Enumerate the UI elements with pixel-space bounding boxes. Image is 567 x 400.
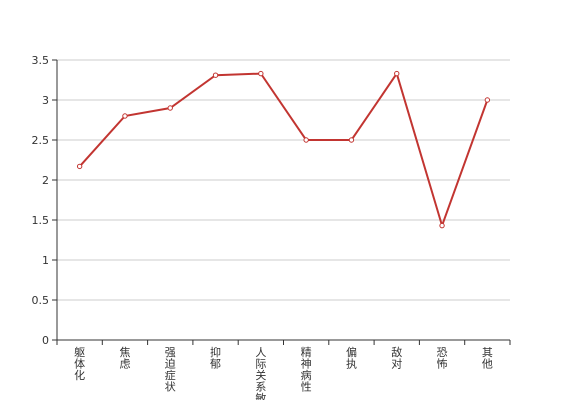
point <box>258 70 264 77</box>
y-tick-label: 1 <box>42 254 49 267</box>
x-tick-label: 其他 <box>482 346 493 371</box>
x-tick-label: 焦虑 <box>119 346 130 371</box>
x-tick-label: 恐怖 <box>437 346 448 371</box>
x-tick-label: 敌对 <box>391 345 402 371</box>
y-tick-label: 3 <box>42 94 49 107</box>
y-tick-label: 0.5 <box>32 294 50 307</box>
point <box>348 137 355 143</box>
point <box>76 163 83 170</box>
point <box>484 97 491 103</box>
point <box>394 70 400 77</box>
line <box>78 71 489 229</box>
y-tick-label: 2 <box>42 174 49 187</box>
point <box>167 105 173 111</box>
y-tick-label: 2.5 <box>32 134 50 147</box>
x-tick-label: 强迫症状 <box>165 346 176 394</box>
x-tick-label: 偏执 <box>346 345 357 371</box>
x-tick-label: 人际关系敏感 <box>255 346 266 400</box>
y-tick-label: 0 <box>42 334 49 347</box>
point <box>122 113 128 119</box>
x-tick-label: 抑郁 <box>210 345 221 371</box>
x-tick-label: 躯体化 <box>74 346 85 382</box>
y-tick-label: 3.5 <box>32 54 50 67</box>
point <box>439 222 445 229</box>
y-tick-label: 1.5 <box>32 214 50 227</box>
point <box>212 72 219 78</box>
point <box>303 137 309 143</box>
x-tick-label: 精神病性 <box>301 346 312 394</box>
